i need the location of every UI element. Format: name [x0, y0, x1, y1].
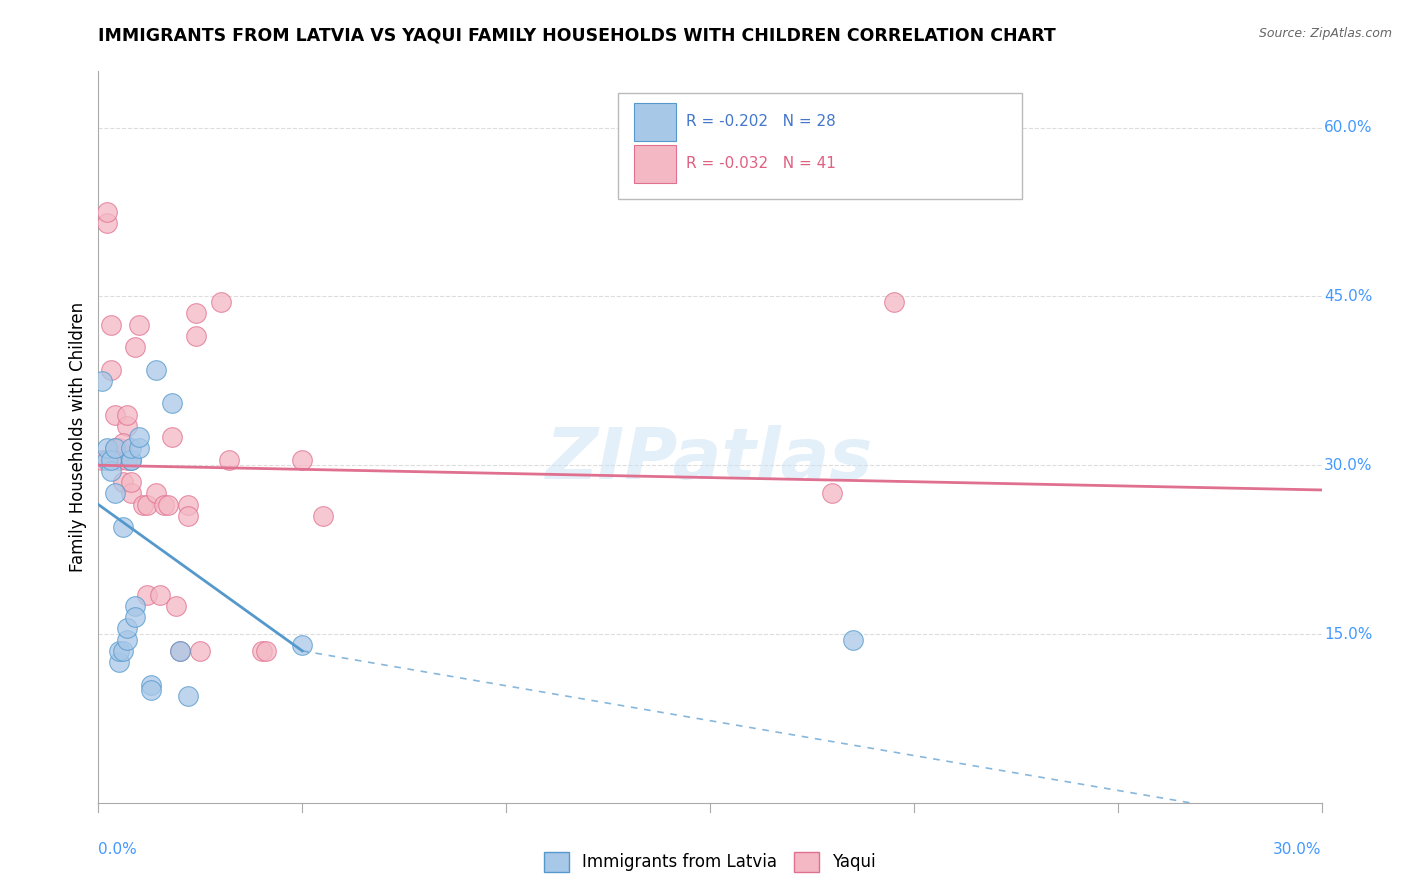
- Point: [100, 464, 122, 478]
- Point: [91, 452, 114, 467]
- Text: 45.0%: 45.0%: [1324, 289, 1372, 304]
- Point: [186, 306, 208, 320]
- Point: [156, 498, 179, 512]
- Point: [108, 644, 131, 658]
- Y-axis label: Family Households with Children: Family Households with Children: [69, 302, 87, 572]
- Point: [111, 644, 134, 658]
- Point: [177, 498, 200, 512]
- Point: [291, 452, 314, 467]
- Point: [115, 452, 138, 467]
- Point: [96, 442, 118, 456]
- Point: [250, 644, 273, 658]
- Point: [120, 452, 142, 467]
- Point: [115, 621, 138, 635]
- Point: [104, 442, 127, 456]
- Point: [100, 452, 122, 467]
- Point: [145, 486, 167, 500]
- Point: [115, 418, 138, 433]
- Point: [883, 295, 905, 310]
- Point: [111, 475, 134, 489]
- Point: [120, 442, 142, 456]
- FancyBboxPatch shape: [634, 145, 676, 183]
- Point: [100, 318, 122, 332]
- Point: [291, 638, 314, 652]
- Text: IMMIGRANTS FROM LATVIA VS YAQUI FAMILY HOUSEHOLDS WITH CHILDREN CORRELATION CHAR: IMMIGRANTS FROM LATVIA VS YAQUI FAMILY H…: [98, 27, 1056, 45]
- Point: [115, 632, 138, 647]
- Point: [91, 374, 114, 388]
- Text: 30.0%: 30.0%: [1324, 458, 1372, 473]
- Point: [841, 632, 863, 647]
- Point: [218, 452, 240, 467]
- Point: [128, 430, 150, 444]
- Point: [124, 610, 146, 624]
- Text: 15.0%: 15.0%: [1324, 626, 1372, 641]
- Point: [96, 216, 118, 230]
- Point: [186, 328, 208, 343]
- Point: [177, 689, 200, 703]
- Point: [188, 644, 212, 658]
- Point: [108, 452, 131, 467]
- Point: [821, 486, 844, 500]
- Text: ZIPatlas: ZIPatlas: [547, 425, 873, 493]
- Point: [124, 599, 146, 613]
- Point: [104, 408, 127, 422]
- Point: [104, 486, 127, 500]
- Point: [136, 498, 159, 512]
- Point: [115, 408, 138, 422]
- Point: [145, 362, 167, 376]
- Text: 30.0%: 30.0%: [1274, 842, 1322, 857]
- Point: [160, 430, 183, 444]
- Point: [100, 362, 122, 376]
- Point: [128, 442, 150, 456]
- Point: [141, 683, 163, 698]
- Point: [160, 396, 183, 410]
- Point: [124, 340, 146, 354]
- Point: [108, 655, 131, 669]
- Point: [165, 599, 187, 613]
- Point: [104, 442, 127, 456]
- Point: [136, 588, 159, 602]
- Point: [209, 295, 232, 310]
- Legend: Immigrants from Latvia, Yaqui: Immigrants from Latvia, Yaqui: [537, 845, 883, 879]
- Point: [169, 644, 191, 658]
- Point: [149, 588, 172, 602]
- Text: R = -0.032   N = 41: R = -0.032 N = 41: [686, 156, 835, 171]
- Point: [120, 475, 142, 489]
- Text: R = -0.202   N = 28: R = -0.202 N = 28: [686, 114, 835, 129]
- Point: [132, 498, 155, 512]
- Point: [177, 508, 200, 523]
- Text: 60.0%: 60.0%: [1324, 120, 1372, 135]
- Point: [96, 452, 118, 467]
- Point: [254, 644, 277, 658]
- Point: [128, 318, 150, 332]
- Point: [96, 205, 118, 219]
- Point: [141, 678, 163, 692]
- Point: [111, 435, 134, 450]
- Point: [120, 452, 142, 467]
- Point: [108, 442, 131, 456]
- Point: [169, 644, 191, 658]
- FancyBboxPatch shape: [634, 103, 676, 141]
- Point: [111, 520, 134, 534]
- FancyBboxPatch shape: [619, 94, 1022, 200]
- Point: [152, 498, 174, 512]
- Point: [312, 508, 335, 523]
- Text: Source: ZipAtlas.com: Source: ZipAtlas.com: [1258, 27, 1392, 40]
- Point: [120, 486, 142, 500]
- Text: 0.0%: 0.0%: [98, 842, 138, 857]
